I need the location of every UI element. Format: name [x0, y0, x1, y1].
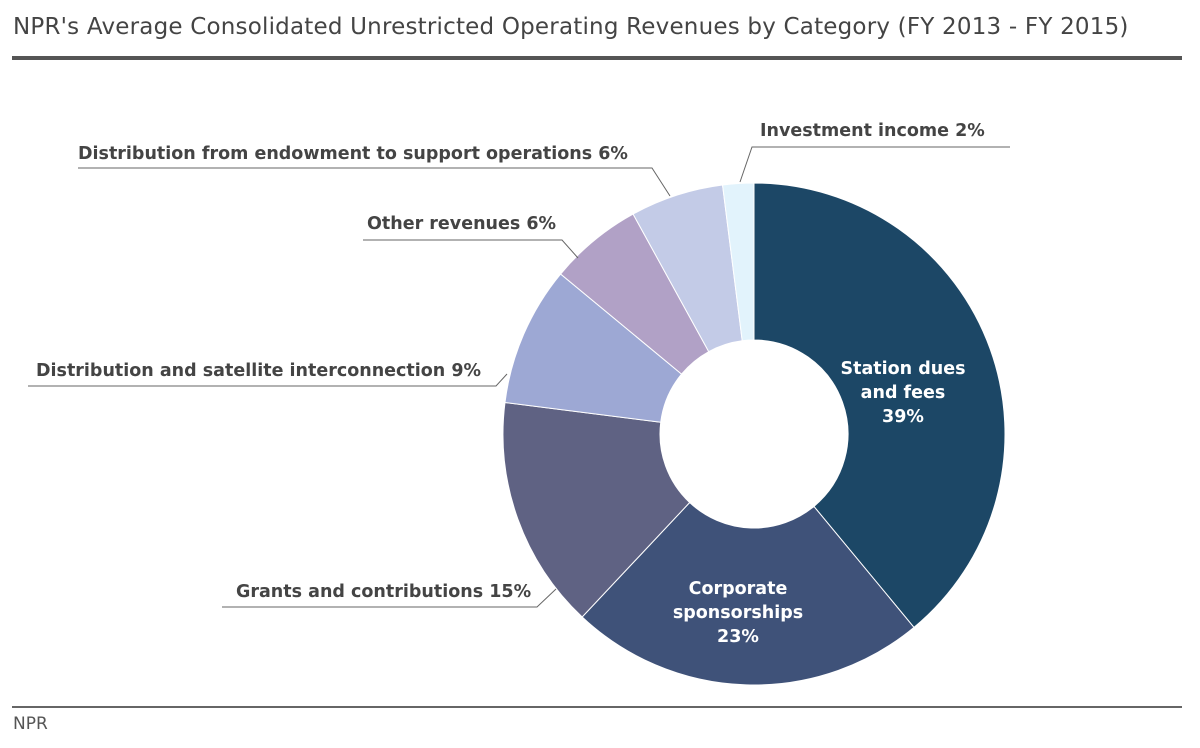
label-grants: Grants and contributions 15%: [236, 582, 531, 602]
slice-investment-income: [721, 182, 755, 342]
leader-grants: [222, 588, 557, 608]
leader-other: [363, 239, 579, 259]
label-corporate-1: Corporate: [689, 579, 788, 599]
leader-distribution: [28, 373, 508, 387]
label-corporate-3: 23%: [717, 627, 759, 647]
slice-station-dues-and-fees: [753, 182, 1006, 629]
label-station-2: and fees: [861, 383, 946, 403]
slice-corporate-sponsorships: [581, 501, 915, 686]
label-endowment: Distribution from endowment to support o…: [78, 144, 628, 164]
slices: [502, 182, 1006, 686]
source-label: NPR: [13, 714, 48, 734]
label-investment: Investment income 2%: [760, 121, 985, 141]
slice-grants-and-contributions: [502, 401, 691, 618]
label-other: Other revenues 6%: [367, 214, 556, 234]
title-rule: [12, 56, 1182, 60]
footer-rule: [12, 706, 1182, 708]
label-corporate-2: sponsorships: [673, 603, 803, 623]
leader-endowment: [78, 167, 671, 197]
chart-title: NPR's Average Consolidated Unrestricted …: [13, 14, 1129, 40]
label-distribution: Distribution and satellite interconnecti…: [36, 361, 481, 381]
label-station-1: Station dues: [841, 359, 966, 379]
leader-investment: [739, 146, 1010, 183]
label-station-3: 39%: [882, 407, 924, 427]
